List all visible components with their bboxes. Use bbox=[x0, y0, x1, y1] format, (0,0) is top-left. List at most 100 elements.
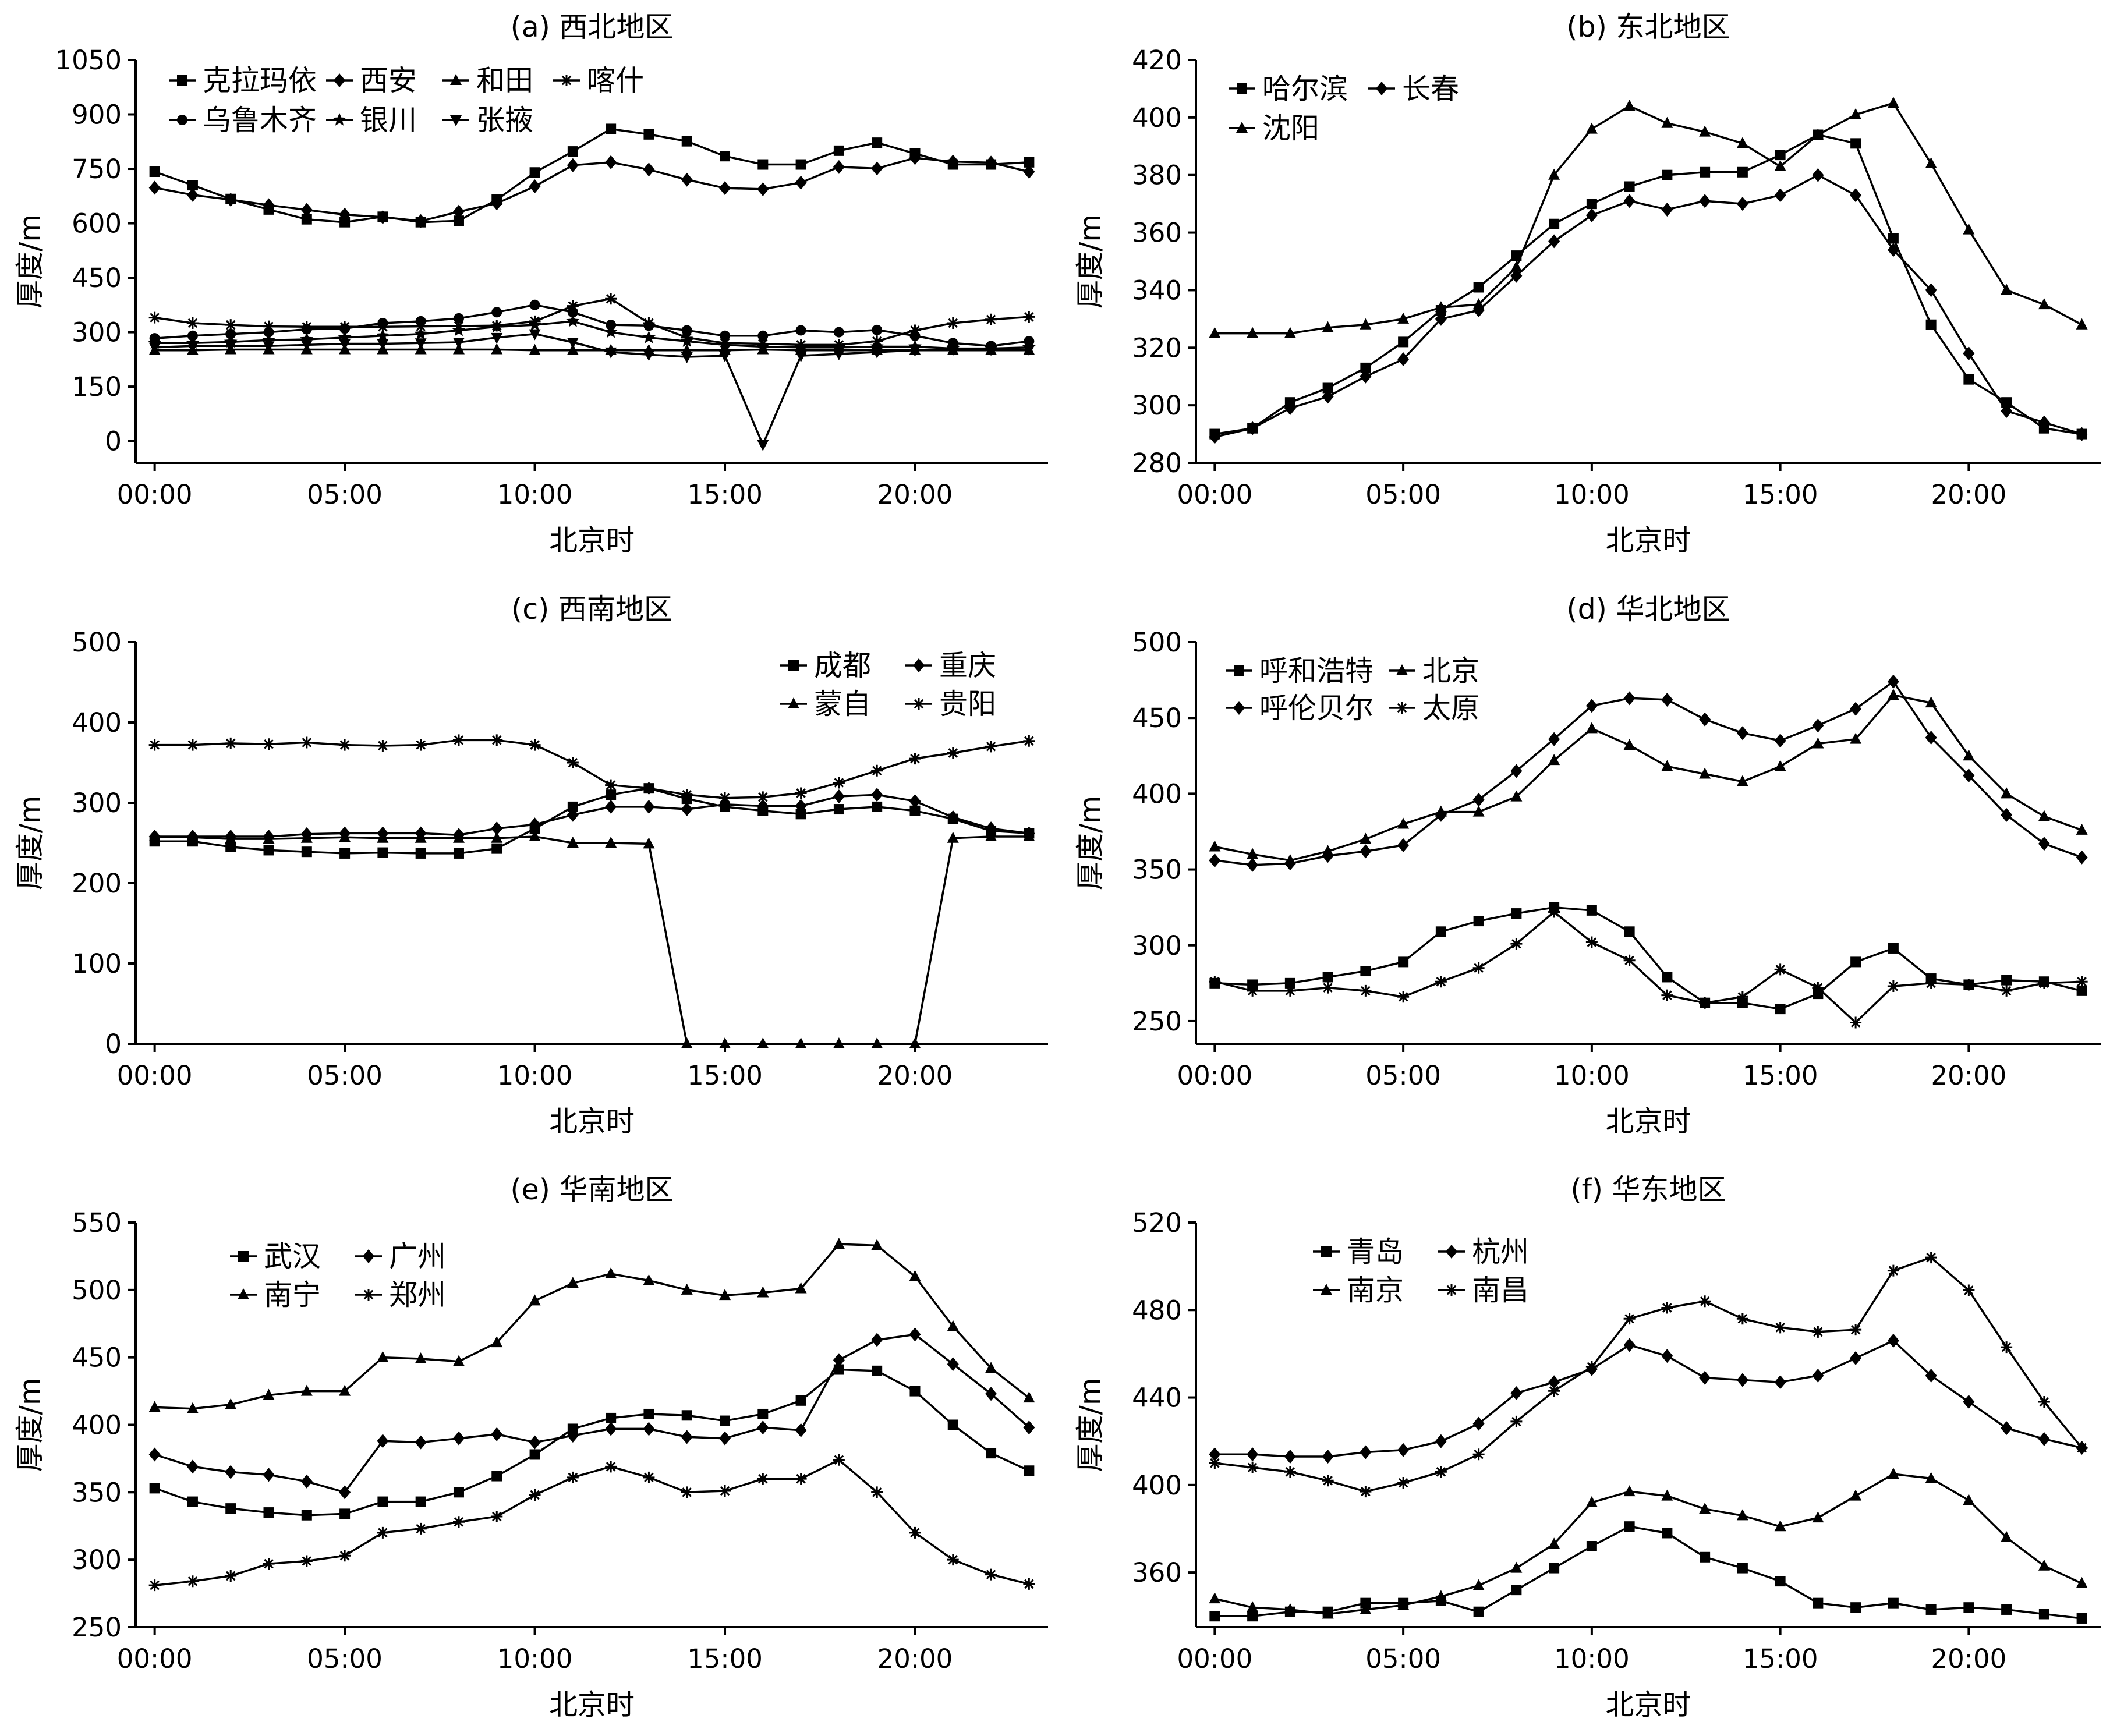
x-tick-label: 15:00 bbox=[687, 1060, 763, 1091]
data-point bbox=[415, 831, 427, 843]
data-point bbox=[605, 1422, 617, 1436]
data-point bbox=[301, 214, 312, 225]
y-tick-label: 500 bbox=[72, 627, 122, 658]
series-乌鲁木齐 bbox=[149, 299, 1035, 352]
data-point bbox=[567, 300, 579, 312]
data-point bbox=[947, 154, 959, 169]
data-point bbox=[681, 172, 693, 187]
data-point bbox=[491, 843, 502, 854]
data-point bbox=[452, 323, 466, 336]
data-point bbox=[1510, 268, 1523, 283]
data-point bbox=[1360, 844, 1372, 859]
data-point bbox=[2001, 284, 2013, 295]
data-point bbox=[186, 831, 199, 842]
legend-label: 乌鲁木齐 bbox=[203, 104, 317, 137]
data-point bbox=[1398, 336, 1409, 348]
series-line bbox=[1215, 1339, 2082, 1458]
data-point bbox=[720, 330, 731, 341]
data-point bbox=[1397, 1599, 1410, 1610]
legend-marker bbox=[238, 1288, 249, 1299]
data-point bbox=[1284, 977, 1295, 989]
data-point bbox=[377, 1526, 389, 1539]
data-point bbox=[1699, 1503, 1711, 1514]
y-tick-label: 0 bbox=[105, 426, 122, 457]
y-tick-label: 500 bbox=[1132, 627, 1182, 658]
data-point bbox=[415, 338, 427, 350]
data-point bbox=[1548, 1385, 1560, 1397]
x-tick-label: 00:00 bbox=[1177, 479, 1253, 510]
series-哈尔滨 bbox=[1209, 129, 2087, 440]
data-point bbox=[529, 1435, 541, 1450]
y-tick-label: 450 bbox=[1132, 703, 1182, 734]
y-tick-label: 320 bbox=[1132, 332, 1182, 363]
x-tick-label: 00:00 bbox=[1177, 1060, 1253, 1091]
data-point bbox=[2076, 1576, 2088, 1588]
data-point bbox=[2076, 850, 2088, 865]
y-tick-label: 100 bbox=[72, 948, 122, 979]
legend-item: 南京 bbox=[1313, 1274, 1404, 1307]
series-line bbox=[154, 739, 1029, 799]
data-point bbox=[149, 1483, 160, 1494]
legend-label: 蒙自 bbox=[814, 688, 871, 721]
series-长春 bbox=[1209, 168, 2088, 444]
data-point bbox=[1887, 980, 1899, 993]
data-point bbox=[186, 1402, 199, 1413]
data-point bbox=[377, 317, 388, 328]
legend-label: 哈尔滨 bbox=[1262, 72, 1348, 105]
data-point bbox=[1435, 301, 1447, 313]
data-point bbox=[833, 1037, 845, 1048]
series-line bbox=[154, 320, 1029, 350]
data-point bbox=[909, 1386, 921, 1397]
series-北京 bbox=[1209, 689, 2088, 865]
series-呼和浩特 bbox=[1209, 902, 2087, 1015]
data-point bbox=[833, 160, 845, 174]
data-point bbox=[1887, 674, 1899, 689]
data-point bbox=[1585, 699, 1598, 713]
data-point bbox=[1585, 122, 1598, 134]
data-point bbox=[339, 323, 351, 334]
data-point bbox=[339, 217, 351, 228]
data-point bbox=[2038, 415, 2050, 430]
data-point bbox=[2001, 1341, 2013, 1354]
data-point bbox=[681, 1430, 693, 1444]
data-point bbox=[1284, 1466, 1296, 1478]
data-point bbox=[263, 1507, 274, 1518]
data-point bbox=[1510, 260, 1523, 272]
data-point bbox=[1813, 1597, 1824, 1609]
data-point bbox=[833, 789, 845, 803]
data-point bbox=[757, 440, 769, 451]
x-tick-label: 15:00 bbox=[1743, 1060, 1818, 1091]
data-point bbox=[300, 736, 313, 749]
data-point bbox=[795, 809, 806, 820]
data-point bbox=[1925, 977, 1937, 989]
data-point bbox=[1623, 194, 1636, 208]
series-银川 bbox=[148, 314, 1036, 355]
data-point bbox=[1024, 157, 1035, 168]
data-point bbox=[339, 207, 351, 222]
data-point bbox=[452, 1516, 465, 1528]
data-point bbox=[301, 846, 312, 858]
data-point bbox=[1812, 1368, 1824, 1383]
x-tick-label: 20:00 bbox=[1931, 479, 2007, 510]
data-point bbox=[567, 307, 578, 318]
data-point bbox=[2038, 298, 2050, 310]
y-tick-label: 450 bbox=[72, 1342, 122, 1373]
data-point bbox=[225, 1398, 237, 1409]
data-point bbox=[1209, 327, 1221, 338]
data-point bbox=[1398, 956, 1409, 968]
data-point bbox=[415, 1522, 427, 1535]
data-point bbox=[1473, 916, 1484, 927]
data-point bbox=[1023, 830, 1035, 841]
data-point bbox=[453, 848, 464, 859]
data-point bbox=[2076, 427, 2088, 441]
data-point bbox=[452, 1431, 465, 1446]
series-武汉 bbox=[149, 1364, 1035, 1521]
data-point bbox=[301, 1510, 312, 1521]
y-tick-label: 1050 bbox=[55, 45, 122, 76]
data-point bbox=[1700, 1551, 1711, 1563]
data-point bbox=[681, 1410, 692, 1421]
chart-title: (a) 西北地区 bbox=[511, 10, 674, 44]
data-point bbox=[1247, 327, 1259, 338]
data-point bbox=[566, 314, 580, 327]
